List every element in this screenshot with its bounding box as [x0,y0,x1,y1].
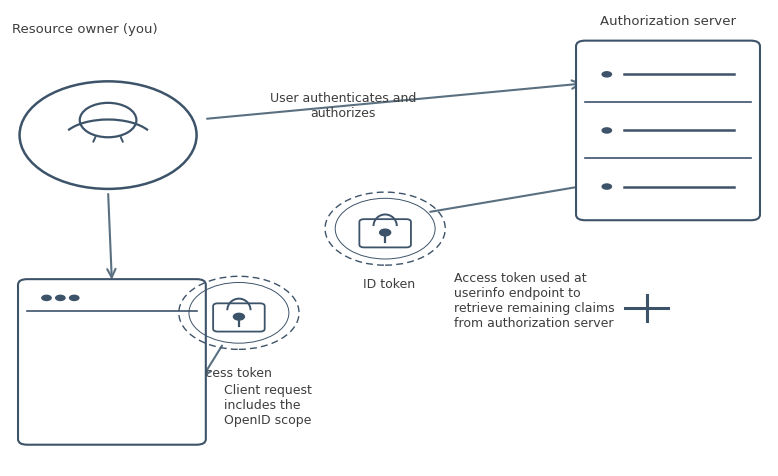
Text: Access token used at
userinfo endpoint to
retrieve remaining claims
from authori: Access token used at userinfo endpoint t… [454,272,615,330]
Circle shape [601,183,612,190]
Text: User authenticates and
authorizes: User authenticates and authorizes [270,91,416,119]
FancyBboxPatch shape [213,303,265,332]
Text: ID token: ID token [363,278,415,291]
Text: Authorization server: Authorization server [600,15,736,28]
FancyBboxPatch shape [359,219,411,248]
Circle shape [55,295,65,301]
Circle shape [601,127,612,134]
FancyBboxPatch shape [18,279,206,445]
Circle shape [380,229,391,236]
Text: Client request
includes the
OpenID scope: Client request includes the OpenID scope [223,384,311,426]
FancyBboxPatch shape [576,40,760,220]
Circle shape [41,295,52,301]
Text: Access token: Access token [191,367,272,379]
Text: Client
application: Client application [75,363,149,391]
Circle shape [68,295,79,301]
Text: Resource owner (you): Resource owner (you) [12,23,157,36]
Circle shape [233,313,244,320]
Circle shape [601,71,612,78]
